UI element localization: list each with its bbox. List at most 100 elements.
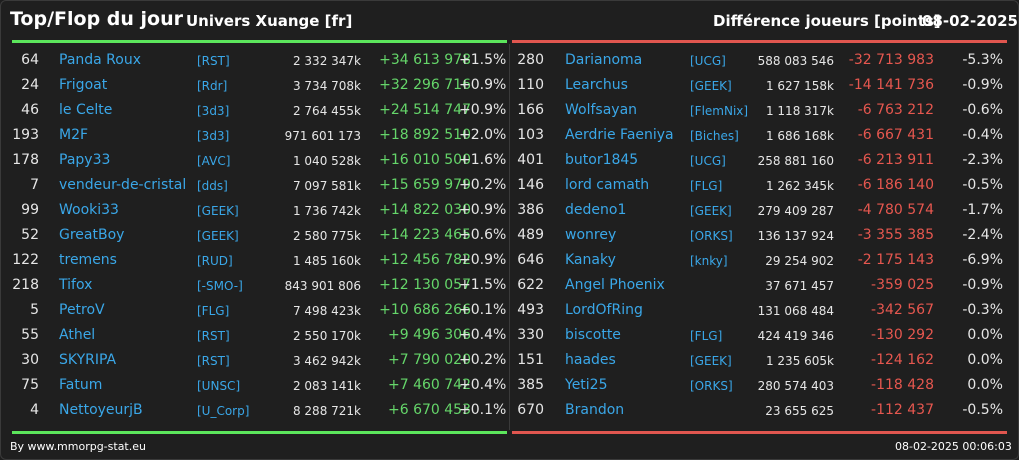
player-link[interactable]: Angel Phoenix [565, 277, 665, 293]
table-row: 218 Tifox [-SMO-] 843 901 806 +12 130 057 +1.… [12, 272, 507, 297]
bottom-green-divider [12, 431, 507, 434]
diff-cell: -342 567 [871, 302, 934, 318]
diff-cell: -118 428 [871, 377, 934, 393]
diff-cell: -130 292 [871, 327, 934, 343]
table-row: 146 lord camath [FLG] 1 262 345k -6 186 140 -… [512, 172, 1007, 197]
guild-link[interactable]: [FLG] [690, 329, 723, 343]
score-cell: 7 097 581k [292, 179, 361, 193]
percent-cell: 0.0% [967, 327, 1003, 343]
table-row: 193 M2F [3d3] 971 601 173 +18 892 510 +2.0% [12, 122, 507, 147]
table-row: 4 NettoyeurjB [U_Corp] 8 288 721k +6 670 453… [12, 397, 507, 422]
percent-cell: -1.7% [962, 202, 1003, 218]
guild-link[interactable]: [RST] [197, 354, 230, 368]
guild-link[interactable]: [ORKS] [690, 229, 733, 243]
diff-cell: +7 460 742 [388, 377, 471, 393]
player-link[interactable]: Yeti25 [565, 377, 608, 393]
guild-link[interactable]: [GEEK] [690, 354, 732, 368]
score-cell: 2 580 775k [292, 229, 361, 243]
footer-timestamp: 08-02-2025 00:06:03 [895, 440, 1012, 453]
player-link[interactable]: Wolfsayan [565, 102, 638, 118]
rank-cell: 646 [517, 252, 544, 268]
percent-cell: -0.3% [962, 302, 1003, 318]
player-link[interactable]: biscotte [565, 327, 621, 343]
player-link[interactable]: Aerdrie Faeniya [565, 127, 674, 143]
diff-cell: -6 186 140 [857, 177, 934, 193]
player-link[interactable]: GreatBoy [59, 227, 125, 243]
guild-link[interactable]: [Biches] [690, 129, 739, 143]
guild-link[interactable]: [ORKS] [690, 379, 733, 393]
diff-cell: +16 010 500 [379, 152, 471, 168]
guild-link[interactable]: [FLG] [690, 179, 723, 193]
guild-link[interactable]: [FLG] [197, 304, 230, 318]
guild-link[interactable]: [GEEK] [690, 79, 732, 93]
table-row: 64 Panda Roux [RST] 2 332 347k +34 613 978 +1… [12, 47, 507, 72]
player-link[interactable]: tremens [59, 252, 117, 268]
player-link[interactable]: Darianoma [565, 52, 643, 68]
diff-cell: +24 514 747 [379, 102, 471, 118]
player-link[interactable]: Kanaky [565, 252, 616, 268]
table-row: 646 Kanaky [knky] 29 254 902 -2 175 143 -6.9% [512, 247, 1007, 272]
column-divider [509, 44, 510, 430]
diff-cell: +6 670 453 [388, 402, 471, 418]
guild-link[interactable]: [GEEK] [197, 204, 239, 218]
rank-cell: 24 [21, 77, 39, 93]
player-link[interactable]: LordOfRing [565, 302, 643, 318]
guild-link[interactable]: [3d3] [197, 129, 230, 143]
guild-link[interactable]: [RST] [197, 329, 230, 343]
table-row: 489 wonrey [ORKS] 136 137 924 -3 355 385 -2.4… [512, 222, 1007, 247]
guild-link[interactable]: [knky] [690, 254, 728, 268]
score-cell: 1 485 160k [292, 254, 361, 268]
guild-link[interactable]: [RST] [197, 54, 230, 68]
player-link[interactable]: haades [565, 352, 616, 368]
rank-cell: 5 [30, 302, 39, 318]
player-link[interactable]: Frigoat [59, 77, 108, 93]
guild-link[interactable]: [UCG] [690, 154, 726, 168]
player-link[interactable]: dedeno1 [565, 202, 627, 218]
rank-cell: 7 [30, 177, 39, 193]
guild-link[interactable]: [3d3] [197, 104, 230, 118]
top-red-divider [512, 40, 1007, 43]
player-link[interactable]: PetroV [59, 302, 105, 318]
percent-cell: -2.3% [962, 152, 1003, 168]
score-cell: 1 736 742k [292, 204, 361, 218]
guild-link[interactable]: [UCG] [690, 54, 726, 68]
player-link[interactable]: Wooki33 [59, 202, 119, 218]
player-link[interactable]: Brandon [565, 402, 625, 418]
player-link[interactable]: Panda Roux [59, 52, 142, 68]
guild-link[interactable]: [UNSC] [197, 379, 241, 393]
percent-cell: +0.2% [459, 177, 507, 193]
percent-cell: -0.6% [962, 102, 1003, 118]
player-link[interactable]: M2F [59, 127, 89, 143]
player-link[interactable]: butor1845 [565, 152, 639, 168]
player-link[interactable]: Tifox [59, 277, 93, 293]
percent-cell: +1.6% [459, 152, 507, 168]
diff-cell: -14 141 736 [848, 77, 934, 93]
player-link[interactable]: Athel [59, 327, 96, 343]
rank-cell: 493 [517, 302, 544, 318]
guild-link[interactable]: [GEEK] [690, 204, 732, 218]
player-link[interactable]: SKYRIPA [59, 352, 117, 368]
player-link[interactable]: NettoyeurjB [59, 402, 143, 418]
percent-cell: +0.6% [459, 227, 507, 243]
score-cell: 8 288 721k [292, 404, 361, 418]
guild-link[interactable]: [AVC] [197, 154, 231, 168]
guild-link[interactable]: [U_Corp] [197, 404, 250, 418]
diff-cell: -32 713 983 [848, 52, 934, 68]
player-link[interactable]: vendeur-de-cristal [59, 177, 187, 193]
guild-link[interactable]: [-SMO-] [197, 279, 243, 293]
guild-link[interactable]: [FlemNix] [690, 104, 749, 118]
table-row: 122 tremens [RUD] 1 485 160k +12 456 782 +0.9… [12, 247, 507, 272]
guild-link[interactable]: [RUD] [197, 254, 233, 268]
player-link[interactable]: le Celte [59, 102, 113, 118]
percent-cell: +2.0% [459, 127, 507, 143]
player-link[interactable]: lord camath [565, 177, 650, 193]
bottom-red-divider [512, 431, 1007, 434]
player-link[interactable]: Papy33 [59, 152, 111, 168]
rank-cell: 30 [21, 352, 39, 368]
guild-link[interactable]: [Rdr] [197, 79, 228, 93]
guild-link[interactable]: [dds] [197, 179, 228, 193]
player-link[interactable]: wonrey [565, 227, 617, 243]
guild-link[interactable]: [GEEK] [197, 229, 239, 243]
player-link[interactable]: Learchus [565, 77, 628, 93]
player-link[interactable]: Fatum [59, 377, 103, 393]
